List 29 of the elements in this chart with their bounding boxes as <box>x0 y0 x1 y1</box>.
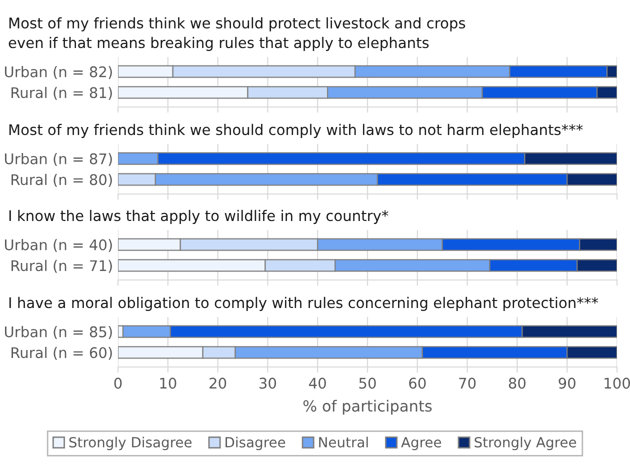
y-tick-label: Urban (n = 40) <box>4 239 112 252</box>
x-tick-label: 40 <box>309 378 326 389</box>
x-tick-label: 30 <box>260 378 276 389</box>
y-tick-label: Urban (n = 87) <box>4 153 112 166</box>
y-tick-label: Urban (n = 82) <box>4 66 112 80</box>
y-tick-label: Rural (n = 80) <box>12 174 112 187</box>
chart-title: I have a moral obligation to comply with rules concerning elephant protection*** <box>9 296 598 311</box>
x-tick-label: 20 <box>210 378 226 389</box>
chart-title: Most of my friends think we should comply with laws to not harm elephants*** <box>9 124 583 138</box>
x-tick-label: 60 <box>409 378 426 389</box>
legend-label: Neutral <box>319 436 368 448</box>
y-tick-label: Urban (n = 85) <box>4 326 112 340</box>
x-tick-label: 90 <box>558 378 576 389</box>
chart-title: I know the laws that apply to wildlife in my country* <box>9 210 388 224</box>
y-tick-label: Rural (n = 71) <box>12 260 112 273</box>
x-axis-title: % of participants <box>303 400 432 415</box>
x-tick-label: 50 <box>359 378 376 389</box>
legend-label: Strongly Disagree <box>69 436 192 450</box>
legend-label: Disagree <box>226 436 286 450</box>
legend-label: Agree <box>401 437 442 450</box>
y-tick-label: Rural (n = 60) <box>12 346 112 360</box>
chart-title: Most of my friends think we should protect livestock and crops even if that means breaking rules that apply to elephants <box>8 17 466 51</box>
x-tick-label: 80 <box>508 378 526 389</box>
x-tick-label: 0 <box>114 378 122 389</box>
x-tick-label: 10 <box>160 378 176 389</box>
x-tick-label: 70 <box>459 378 476 389</box>
y-tick-label: Rural (n = 81) <box>12 86 112 100</box>
x-tick-label: 100 <box>604 378 630 389</box>
legend-label: Strongly Agree <box>474 436 576 450</box>
